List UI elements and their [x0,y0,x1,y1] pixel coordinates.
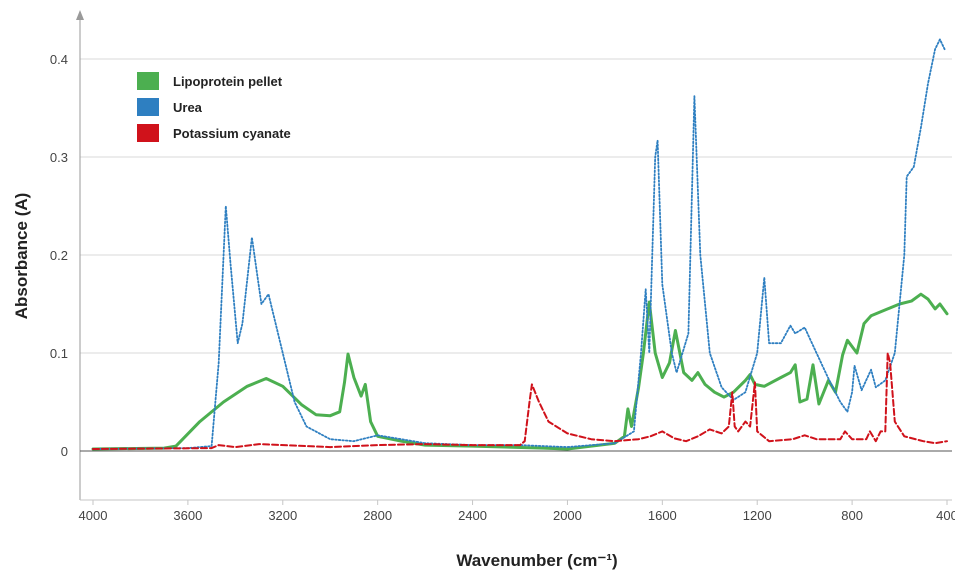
x-tick-label: 1600 [648,508,677,523]
y-axis-arrow-icon [76,10,84,20]
legend-swatch [137,98,159,116]
legend-swatch [137,72,159,90]
legend-swatch [137,124,159,142]
x-tick-label: 400 [936,508,955,523]
x-tick-label: 1200 [743,508,772,523]
x-axis-title: Wavenumber (cm⁻¹) [456,551,617,570]
series-line-0 [91,292,949,451]
series-line-1 [92,38,946,450]
tick-labels: 0 0.1 0.2 0.3 0.4 4000 3600 3200 2800 2400 2000 160… [50,52,955,523]
x-tick-label: 3200 [268,508,297,523]
y-tick-label: 0.1 [50,346,68,361]
y-tick-label: 0.3 [50,150,68,165]
axes [76,10,952,501]
y-tick-label: 0 [61,444,68,459]
x-tick-label: 4000 [79,508,108,523]
y-axis-title: Absorbance (A) [12,193,31,320]
x-tick-label: 2000 [553,508,582,523]
legend-label: Urea [173,100,203,115]
y-tick-label: 0.2 [50,248,68,263]
x-tick-label: 2400 [458,508,487,523]
series-lines [91,38,949,451]
x-tick-label: 2800 [363,508,392,523]
legend-label: Lipoprotein pellet [173,74,283,89]
gridlines [80,58,952,354]
legend-label: Potassium cyanate [173,126,291,141]
y-tick-label: 0.4 [50,52,68,67]
x-tick-label: 800 [841,508,863,523]
series-line-2 [92,352,948,450]
x-tick-label: 3600 [173,508,202,523]
legend: Lipoprotein pellet Urea Potassium cyanate [137,72,291,142]
